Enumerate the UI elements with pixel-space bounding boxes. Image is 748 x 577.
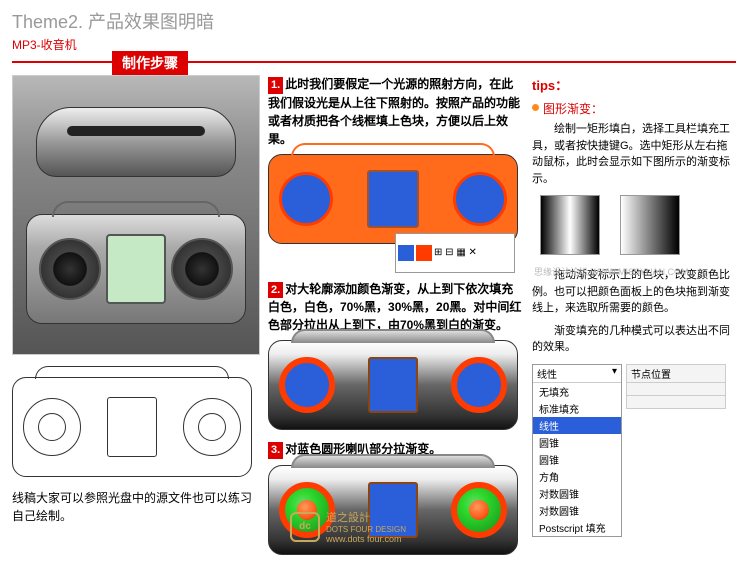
radio-front-view [26, 214, 246, 324]
center-panel [106, 234, 166, 304]
content: 线稿大家可以参照光盘中的源文件也可以练习自己绘制。 1.此时我们要假定一个光源的… [0, 63, 748, 577]
demo3-speaker-right [451, 482, 507, 538]
speaker-left [39, 238, 101, 300]
gradient-demo: 思缘设计论坛 WWW.MISSYUAN.COM [540, 195, 724, 255]
logo-badge: dc [290, 512, 320, 542]
demo1-panel [367, 170, 419, 228]
line-radio [12, 377, 252, 477]
dd-item[interactable]: 无填充 [533, 383, 621, 400]
side-row [626, 382, 726, 396]
dropdown-list[interactable]: 线性▾ 无填充 标准填充 线性 圆锥 圆锥 方角 对数圆锥 对数圆锥 Posts… [532, 364, 622, 537]
speaker-right [171, 238, 233, 300]
line-art: 线稿大家可以参照光盘中的源文件也可以练习自己绘制。 [12, 377, 260, 525]
line-art-note: 线稿大家可以参照光盘中的源文件也可以练习自己绘制。 [12, 489, 260, 525]
step-1-text: 1.此时我们要假定一个光源的照射方向，在此我们假设光是从上往下照射的。按照产品的… [268, 75, 524, 148]
step-1: 1.此时我们要假定一个光源的照射方向，在此我们假设光是从上往下照射的。按照产品的… [268, 75, 524, 244]
line-speaker-right [183, 398, 241, 456]
demo-radio-1: ⊞ ⊟ ▦ ✕ [268, 154, 518, 244]
dd-item[interactable]: 圆锥 [533, 451, 621, 468]
bullet-icon [532, 104, 539, 111]
swatch-red[interactable] [416, 245, 432, 261]
line-speaker-left [23, 398, 81, 456]
column-left: 线稿大家可以参照光盘中的源文件也可以练习自己绘制。 [12, 75, 260, 565]
step-3-num: 3. [268, 442, 283, 459]
dd-item[interactable]: 对数圆锥 [533, 502, 621, 519]
color-toolbox: ⊞ ⊟ ▦ ✕ [395, 233, 515, 273]
dd-item[interactable]: 圆锥 [533, 434, 621, 451]
bullet-row: 图形渐变： [532, 100, 732, 117]
demo-radio-2 [268, 340, 518, 430]
logo-url: www.dots four.com [326, 534, 406, 544]
dd-item[interactable]: 标准填充 [533, 400, 621, 417]
side-label: 节点位置 [626, 364, 726, 383]
tip-heading: 图形渐变： [543, 100, 603, 117]
steps-badge: 制作步骤 [112, 51, 188, 75]
dropdown-selected[interactable]: 线性▾ [533, 365, 621, 383]
line-center-panel [107, 397, 157, 457]
dd-item[interactable]: Postscript 填充 [533, 519, 621, 536]
demo2-speaker-left [279, 357, 335, 413]
column-middle: 1.此时我们要假定一个光源的照射方向，在此我们假设光是从上往下照射的。按照产品的… [268, 75, 524, 565]
tip-para-3: 渐变填充的几种模式可以表达出不同的效果。 [532, 323, 732, 356]
demo2-panel [368, 357, 418, 413]
demo1-speaker-left [279, 172, 333, 226]
step-2-text: 2.对大轮廓添加颜色渐变，从上到下依次填充白色，白色，70%黑，30%黑，20黑… [268, 280, 524, 335]
step-2: 2.对大轮廓添加颜色渐变，从上到下依次填充白色，白色，70%黑，30%黑，20黑… [268, 280, 524, 431]
toolbox-icons: ⊞ ⊟ ▦ ✕ [434, 247, 477, 258]
logo-text: 道之設計 [326, 509, 406, 525]
demo1-speaker-right [453, 172, 507, 226]
dd-item[interactable]: 方角 [533, 468, 621, 485]
dropdown-panel: 线性▾ 无填充 标准填充 线性 圆锥 圆锥 方角 对数圆锥 对数圆锥 Posts… [532, 364, 732, 537]
divider: 制作步骤 [12, 61, 736, 63]
tip-para-1: 绘制一矩形填白，选择工具栏填充工具，或者按快捷键G。选中矩形从左右拖动鼠标，此时… [532, 121, 732, 187]
product-photo [12, 75, 260, 355]
gradient-swatch-1 [540, 195, 600, 255]
dropdown-side: 节点位置 [626, 364, 726, 537]
watermark-text: 思缘设计论坛 WWW.MISSYUAN.COM [534, 265, 689, 278]
step-2-num: 2. [268, 282, 283, 299]
logo-sub: DOTS FOUR DESIGN [326, 525, 406, 534]
side-row [626, 395, 726, 409]
dd-item[interactable]: 对数圆锥 [533, 485, 621, 502]
footer-logo: dc 道之設計 DOTS FOUR DESIGN www.dots four.c… [290, 509, 406, 544]
theme-title: Theme2. 产品效果图明暗 [12, 8, 736, 34]
demo2-speaker-right [451, 357, 507, 413]
column-right: tips： 图形渐变： 绘制一矩形填白，选择工具栏填充工具，或者按快捷键G。选中… [532, 75, 732, 565]
step-1-num: 1. [268, 77, 283, 94]
header: Theme2. 产品效果图明暗 MP3-收音机 [0, 0, 748, 57]
gradient-swatch-2 [620, 195, 680, 255]
swatch-blue[interactable] [398, 245, 414, 261]
tips-label: tips： [532, 75, 732, 94]
chevron-down-icon: ▾ [612, 366, 617, 381]
dd-item[interactable]: 线性 [533, 417, 621, 434]
radio-top-view [36, 107, 236, 177]
